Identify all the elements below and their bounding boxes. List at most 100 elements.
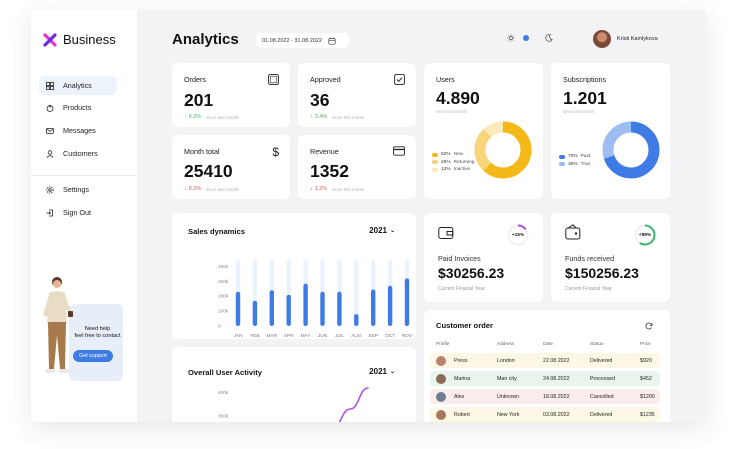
- theme-toggle-dot[interactable]: [523, 35, 529, 41]
- month-total-delta: ↓ 0.2% since last month: [184, 186, 239, 192]
- revenue-value: 1352: [310, 161, 349, 181]
- column-header-date: Date: [543, 341, 553, 346]
- avatar[interactable]: [593, 30, 611, 48]
- month-total-card[interactable]: Month total $ 25410 ↓ 0.2% since last mont…: [172, 135, 290, 199]
- bar: [235, 291, 241, 326]
- orders-card[interactable]: Orders 201 ↑ 8.2% since last month: [172, 63, 290, 127]
- sidebar-item-settings[interactable]: Settings: [39, 180, 117, 199]
- funds-received-badge: +59%: [634, 224, 656, 246]
- progress-ring-fill: [634, 224, 656, 246]
- users-donut-chart: [474, 121, 532, 179]
- sidebar: Business Analytics Products Messages Cus…: [31, 10, 137, 422]
- y-tick-label: 300k: [218, 414, 229, 420]
- table-row[interactable]: Alex Unknown 18.08.2022 Cancelled $1200: [430, 389, 660, 404]
- get-support-button[interactable]: Get support: [73, 350, 113, 362]
- credit-card-icon: [393, 146, 405, 156]
- sidebar-item-sign-out[interactable]: Sign Out: [39, 203, 117, 222]
- sidebar-item-customers[interactable]: Customers: [39, 144, 117, 163]
- revenue-delta-value: 1.2%: [314, 186, 327, 192]
- sidebar-item-label: Settings: [63, 185, 89, 194]
- page-title: Analytics: [172, 31, 239, 48]
- table-row[interactable]: Robert New York 03.08.2022 Delivered $1235: [430, 407, 660, 422]
- bar-background: [354, 259, 359, 326]
- sales-year-select[interactable]: 2021 ⌄: [369, 226, 395, 235]
- x-tick-label: AUG: [351, 333, 362, 339]
- column-header-address: Address: [497, 341, 515, 346]
- user-icon: [46, 149, 54, 158]
- column-header-status: Status: [590, 341, 604, 346]
- revenue-title: Revenue: [310, 147, 339, 156]
- legend-swatch: [559, 162, 565, 167]
- revenue-delta: ↓ 1.2% since last month: [310, 186, 365, 192]
- cell-name: Robert: [454, 412, 470, 418]
- revenue-card[interactable]: Revenue 1352 ↓ 1.2% since last month: [298, 135, 416, 199]
- bar: [371, 289, 376, 326]
- avatar: [436, 373, 446, 384]
- paid-invoices-title: Paid Invoices: [438, 254, 481, 263]
- legend-swatch: [432, 160, 438, 165]
- users-card[interactable]: Users 4.890 since last month 62% New 26% R…: [424, 63, 543, 199]
- paid-invoices-card[interactable]: +15% Paid Invoices $30256.23 Current Fin…: [424, 213, 543, 302]
- x-tick-label: JAN: [233, 333, 243, 339]
- sales-year-value: 2021: [369, 226, 387, 235]
- x-tick-label: MAR: [266, 333, 277, 339]
- table-row[interactable]: Press London 22.08.2022 Delivered $920: [430, 353, 660, 368]
- sidebar-item-analytics[interactable]: Analytics: [39, 76, 117, 95]
- theme-toggle[interactable]: [507, 34, 553, 42]
- bar: [320, 291, 325, 326]
- x-tick-label: NOV: [402, 333, 413, 339]
- help-text: Need help feel free to contact: [69, 326, 126, 340]
- bar: [354, 314, 359, 326]
- approved-title: Approved: [310, 75, 341, 84]
- sidebar-divider: [31, 175, 137, 176]
- date-range-picker[interactable]: 01.08.2022 - 31.08.2022: [256, 33, 349, 48]
- date-range-text: 01.08.2022 - 31.08.2022: [262, 37, 322, 44]
- legend-swatch: [559, 154, 565, 159]
- x-tick-label: APR: [284, 333, 294, 339]
- cell-date: 03.08.2022: [543, 412, 570, 418]
- subscriptions-value: 1.201: [563, 88, 607, 108]
- cell-status: Delivered: [590, 412, 613, 418]
- funds-received-card[interactable]: +59% Funds received $150256.23 Current F…: [551, 213, 670, 302]
- refresh-icon[interactable]: [645, 322, 653, 330]
- user-name: Kristi Kamlykova: [617, 36, 658, 42]
- cell-price: $920: [640, 358, 652, 364]
- wallet-coins-icon: [565, 224, 581, 240]
- month-total-delta-value: 0.2%: [188, 186, 201, 192]
- x-tick-label: OCT: [385, 333, 395, 339]
- paid-invoices-value: $30256.23: [438, 265, 505, 281]
- moon-icon[interactable]: [545, 34, 553, 42]
- subscriptions-card[interactable]: Subscriptions 1.201 since last month 70%…: [551, 63, 670, 199]
- x-tick-label: MAY: [301, 333, 312, 339]
- chevron-down-icon: ⌄: [389, 228, 395, 234]
- activity-year-value: 2021: [369, 367, 387, 376]
- avatar: [436, 409, 446, 420]
- brand[interactable]: Business: [43, 32, 116, 47]
- sidebar-item-label: Sign Out: [63, 208, 91, 217]
- cell-status: Processed: [590, 376, 616, 382]
- legend-pct: 26%: [441, 159, 451, 165]
- subscriptions-title: Subscriptions: [563, 75, 607, 84]
- user-profile[interactable]: Kristi Kamlykova: [593, 30, 658, 48]
- x-tick-label: JUN: [318, 333, 328, 339]
- arrow-up-icon: ↑: [184, 114, 187, 120]
- calendar-icon: [328, 37, 336, 45]
- legend-item: 12% Inactive: [432, 166, 474, 174]
- sales-title: Sales dynamics: [188, 227, 245, 236]
- orders-title: Orders: [184, 75, 206, 84]
- bar: [404, 278, 410, 326]
- cell-name: Press: [454, 358, 468, 364]
- mail-icon: [46, 127, 54, 135]
- sun-icon[interactable]: [507, 34, 515, 42]
- subscriptions-legend: 70% Paid 30% Trial: [559, 153, 590, 168]
- approved-value: 36: [310, 90, 330, 110]
- customer-order-title: Customer order: [436, 321, 493, 330]
- table-row[interactable]: Marina Man city 24.08.2022 Processed $452: [430, 371, 660, 386]
- activity-year-select[interactable]: 2021 ⌄: [369, 367, 395, 376]
- approved-card[interactable]: Approved 36 ↑ 3.4% since last month: [298, 63, 416, 127]
- sidebar-item-messages[interactable]: Messages: [39, 121, 117, 140]
- legend-item: 26% Returning: [432, 159, 474, 167]
- brand-name: Business: [63, 32, 116, 47]
- donut-slice-inactive: [474, 121, 532, 179]
- sidebar-item-products[interactable]: Products: [39, 98, 117, 117]
